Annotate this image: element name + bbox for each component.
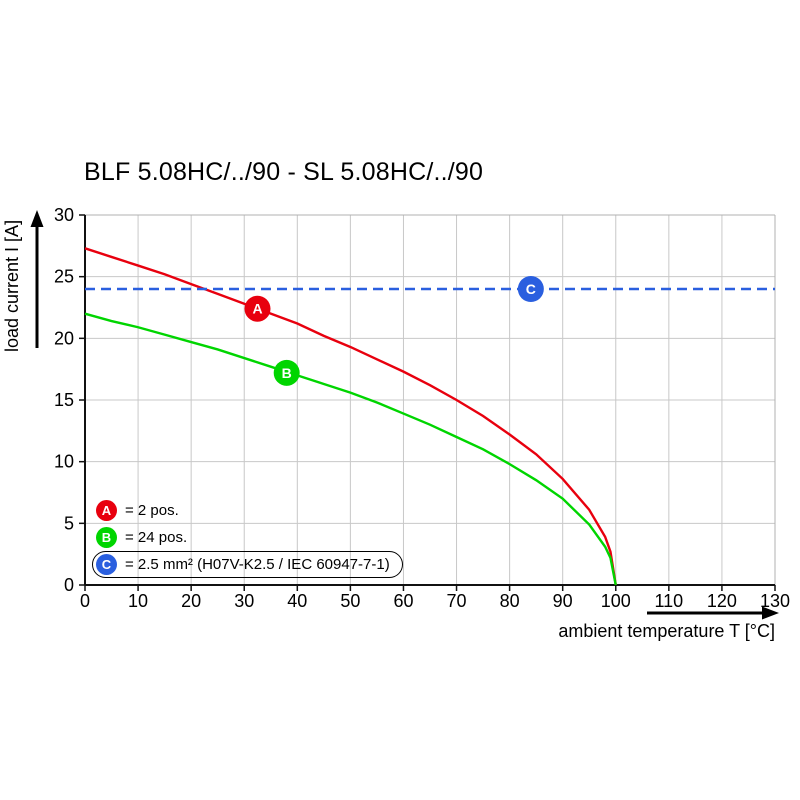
marker-letter-C: C [526,281,536,297]
x-tick-label: 120 [707,591,737,611]
marker-circle-C [517,276,544,302]
marker-A: A [244,295,271,322]
y-tick-label: 25 [54,267,74,287]
x-tick-label: 40 [287,591,307,611]
y-axis-label: load current I [A] [2,219,22,353]
x-tick-label: 10 [128,591,148,611]
x-axis-arrow-icon [647,606,779,620]
x-tick-label: 0 [80,591,90,611]
x-tick-label: 130 [760,591,790,611]
x-tick-label: 30 [234,591,254,611]
axis-ticks [79,214,776,591]
x-tick-label: 70 [447,591,467,611]
axis-tick-labels: 0 10 20 30 40 50 60 70 80 90 100 110 120 130 0 5 10 15 20 2… [54,205,790,611]
marker-letter-B: B [282,365,292,381]
x-tick-label: 110 [654,591,683,611]
legend-marker-c-icon: C [96,554,117,575]
y-tick-label: 10 [54,452,74,472]
y-tick-label: 20 [54,328,74,348]
series-curve-A [84,247,617,586]
series-curve-B [84,312,617,586]
x-axis-label: ambient temperature T [°C] [558,621,775,641]
y-tick-label: 0 [64,575,74,595]
marker-B: B [273,359,300,386]
y-axis-arrow-icon [30,210,44,348]
series-curves [84,247,775,586]
legend: A = 2 pos. B = 24 pos. C = 2.5 mm² (H07V… [92,497,403,578]
x-tick-label: 100 [601,591,631,611]
y-tick-label: 5 [64,513,74,533]
marker-circle-A [244,295,271,322]
legend-marker-b-icon: B [96,527,117,548]
marker-C: C [517,276,544,302]
legend-label-a: = 2 pos. [125,502,179,519]
legend-marker-a-icon: A [96,500,117,521]
chart-title: BLF 5.08HC/../90 - SL 5.08HC/../90 [84,158,484,186]
legend-label-c: = 2.5 mm² (H07V-K2.5 / IEC 60947-7-1) [125,556,390,573]
x-tick-label: 20 [181,591,201,611]
x-tick-label: 80 [500,591,520,611]
legend-label-b: = 24 pos. [125,529,188,546]
y-tick-label: 15 [54,390,74,410]
y-tick-label: 30 [54,205,74,225]
legend-item-c: C = 2.5 mm² (H07V-K2.5 / IEC 60947-7-1) [92,551,403,578]
marker-circle-B [273,359,300,386]
legend-item-b: B = 24 pos. [92,524,200,551]
curve-markers: A B C [244,276,544,386]
x-tick-label: 60 [393,591,413,611]
marker-letter-A: A [252,301,262,317]
legend-item-a: A = 2 pos. [92,497,192,524]
x-tick-label: 90 [553,591,573,611]
x-tick-label: 50 [340,591,360,611]
